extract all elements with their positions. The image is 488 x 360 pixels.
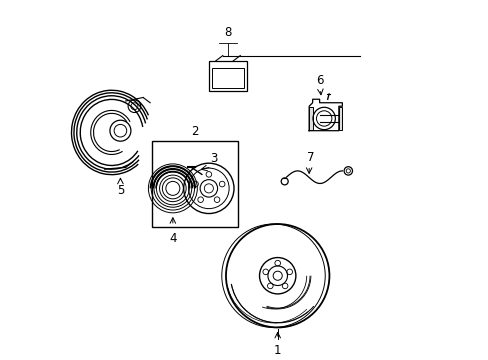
Bar (152, 141, 237, 227)
Text: 6: 6 (315, 74, 323, 87)
Bar (308, 107, 312, 130)
Text: 4: 4 (169, 232, 176, 245)
Bar (208, 61, 247, 90)
Text: 8: 8 (224, 26, 231, 39)
Text: 1: 1 (273, 344, 281, 357)
Text: 3: 3 (209, 152, 217, 165)
Bar (338, 107, 342, 130)
Text: 5: 5 (117, 184, 124, 197)
Text: 7: 7 (306, 151, 314, 164)
Text: 2: 2 (190, 125, 198, 138)
Bar (211, 68, 244, 88)
